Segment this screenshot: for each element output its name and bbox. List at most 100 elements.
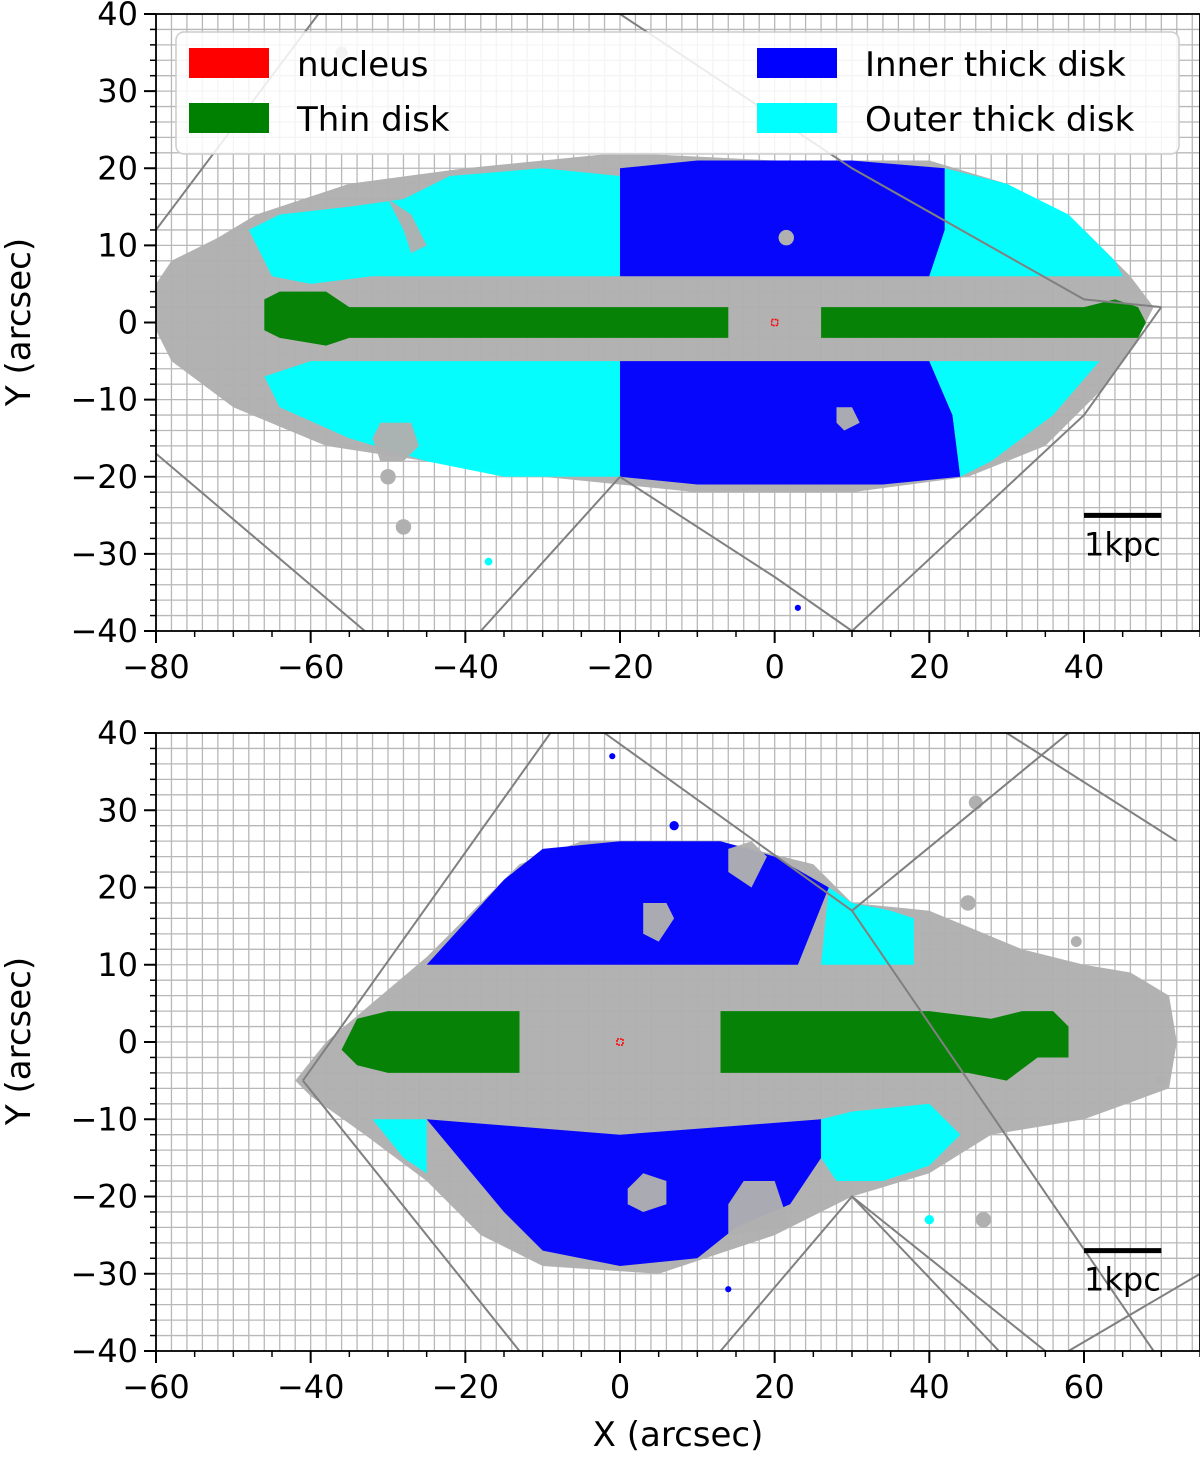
pointing-outline bbox=[851, 1195, 1046, 1351]
region-blob bbox=[778, 229, 794, 246]
legend-swatch-thin bbox=[189, 103, 269, 133]
scale-bar: 1kpc bbox=[1084, 512, 1162, 563]
plot-frame bbox=[155, 732, 1200, 1352]
pointing-outline bbox=[851, 910, 1155, 1351]
scale-bar: 1kpc bbox=[1084, 1248, 1162, 1299]
y-tick-label: −10 bbox=[70, 1100, 138, 1138]
region-masked bbox=[388, 199, 427, 254]
pointing-outline bbox=[302, 1079, 521, 1351]
legend-swatch-outer-thick bbox=[757, 103, 837, 133]
region-outer-thick bbox=[929, 361, 1100, 477]
pointing-outline bbox=[1067, 1272, 1200, 1351]
y-tick-label: −20 bbox=[70, 1178, 138, 1216]
legend-swatch-nucleus bbox=[189, 48, 269, 78]
x-tick-label: −20 bbox=[586, 648, 654, 686]
y-axis-label: Y (arcsec) bbox=[0, 957, 39, 1126]
region-inner-thick bbox=[620, 361, 961, 485]
pointing-outline bbox=[619, 475, 853, 631]
scale-bar-label: 1kpc bbox=[1084, 1261, 1161, 1299]
region-masked bbox=[728, 1181, 791, 1236]
region-outer-thick bbox=[821, 887, 914, 965]
region-inner-thick bbox=[620, 160, 945, 277]
region-blob bbox=[395, 519, 412, 535]
x-tick-label: −80 bbox=[122, 648, 190, 686]
panel-bottom: 1kpc −60 −40 −20 0 20 40 60−40−30−20−100102030… bbox=[0, 714, 1200, 1455]
plot-frame bbox=[155, 13, 1200, 632]
nucleus-marker bbox=[616, 1038, 624, 1046]
legend-swatch-inner-thick bbox=[757, 48, 837, 78]
axes: −80 −60 −40 −20 0 20 40 −40 −30 −20 −10 0 10 20 30 40 bbox=[70, 0, 1200, 686]
legend-label-inner-thick: Inner thick disk bbox=[865, 45, 1126, 85]
region-outer-thick bbox=[248, 168, 621, 284]
x-tick-label: 0 bbox=[764, 648, 784, 686]
x-tick-label: −40 bbox=[277, 1368, 345, 1406]
y-tick-label: 0 bbox=[118, 304, 138, 342]
y-tick-label: 20 bbox=[97, 869, 138, 907]
region-inner-thick bbox=[426, 841, 829, 965]
x-tick-label: −60 bbox=[277, 648, 345, 686]
region-blob bbox=[669, 821, 679, 831]
y-tick-label: 40 bbox=[97, 714, 138, 752]
region-map bbox=[295, 753, 1177, 1293]
region-map bbox=[156, 46, 1154, 611]
y-tick-label: 10 bbox=[97, 946, 138, 984]
region-thin bbox=[720, 1011, 1069, 1081]
legend-label-outer-thick: Outer thick disk bbox=[865, 100, 1135, 140]
y-tick-label: 0 bbox=[118, 1023, 138, 1061]
x-tick-label: 40 bbox=[909, 1368, 950, 1406]
region-blob bbox=[975, 1211, 992, 1228]
x-axis-label: X (arcsec) bbox=[593, 1415, 764, 1455]
x-tick-label: −20 bbox=[432, 1368, 500, 1406]
region-inner-thick bbox=[426, 1119, 822, 1266]
y-tick-label: 40 bbox=[97, 0, 138, 33]
region-masked bbox=[728, 841, 767, 888]
region-outer-thick bbox=[264, 361, 620, 477]
region-thin bbox=[264, 291, 729, 346]
legend-label-nucleus: nucleus bbox=[297, 45, 428, 85]
pointing-outline bbox=[851, 306, 1163, 631]
y-tick-label: −40 bbox=[70, 1332, 138, 1370]
x-tick-label: 20 bbox=[909, 648, 950, 686]
pointing-outline bbox=[156, 452, 366, 631]
pointing-outlines bbox=[156, 14, 1163, 631]
region-masked bbox=[836, 407, 860, 431]
x-tick-label: 0 bbox=[610, 1368, 630, 1406]
region-blob bbox=[609, 753, 616, 760]
region-blob bbox=[1155, 1075, 1167, 1087]
region-masked bbox=[372, 422, 419, 462]
region-blob bbox=[794, 604, 801, 611]
y-tick-label: 30 bbox=[97, 72, 138, 110]
x-tick-label: −40 bbox=[432, 648, 500, 686]
y-tick-label: 30 bbox=[97, 791, 138, 829]
region-masked bbox=[627, 1173, 667, 1212]
pointing-outlines bbox=[302, 733, 1200, 1351]
y-tick-label: −40 bbox=[70, 612, 138, 650]
y-tick-label: −10 bbox=[70, 381, 138, 419]
y-tick-label: 10 bbox=[97, 226, 138, 264]
x-tick-label: 60 bbox=[1064, 1368, 1105, 1406]
region-thin bbox=[821, 299, 1146, 338]
region-blob bbox=[484, 557, 493, 566]
pointing-outline bbox=[1006, 733, 1178, 843]
y-tick-label: −30 bbox=[70, 1255, 138, 1293]
region-masked bbox=[643, 903, 675, 942]
region-outer-thick bbox=[372, 1119, 427, 1174]
region-outer-thick bbox=[929, 168, 1123, 277]
region-blob bbox=[960, 895, 976, 911]
x-tick-label: 40 bbox=[1064, 648, 1105, 686]
y-tick-label: −20 bbox=[70, 458, 138, 496]
region-blob bbox=[380, 469, 396, 485]
x-tick-label: −60 bbox=[122, 1368, 190, 1406]
region-blob bbox=[968, 795, 983, 810]
y-tick-label: 20 bbox=[97, 149, 138, 187]
region-blob bbox=[1070, 936, 1082, 947]
y-tick-label: −30 bbox=[70, 535, 138, 573]
pointing-outline bbox=[302, 733, 552, 1082]
scale-bar-label: 1kpc bbox=[1084, 525, 1161, 563]
region-blob bbox=[725, 1286, 732, 1293]
y-axis-label: Y (arcsec) bbox=[0, 238, 39, 407]
legend: nucleus Inner thick disk Thin disk Outer… bbox=[175, 31, 1180, 155]
region-outer-thick bbox=[821, 1103, 961, 1181]
